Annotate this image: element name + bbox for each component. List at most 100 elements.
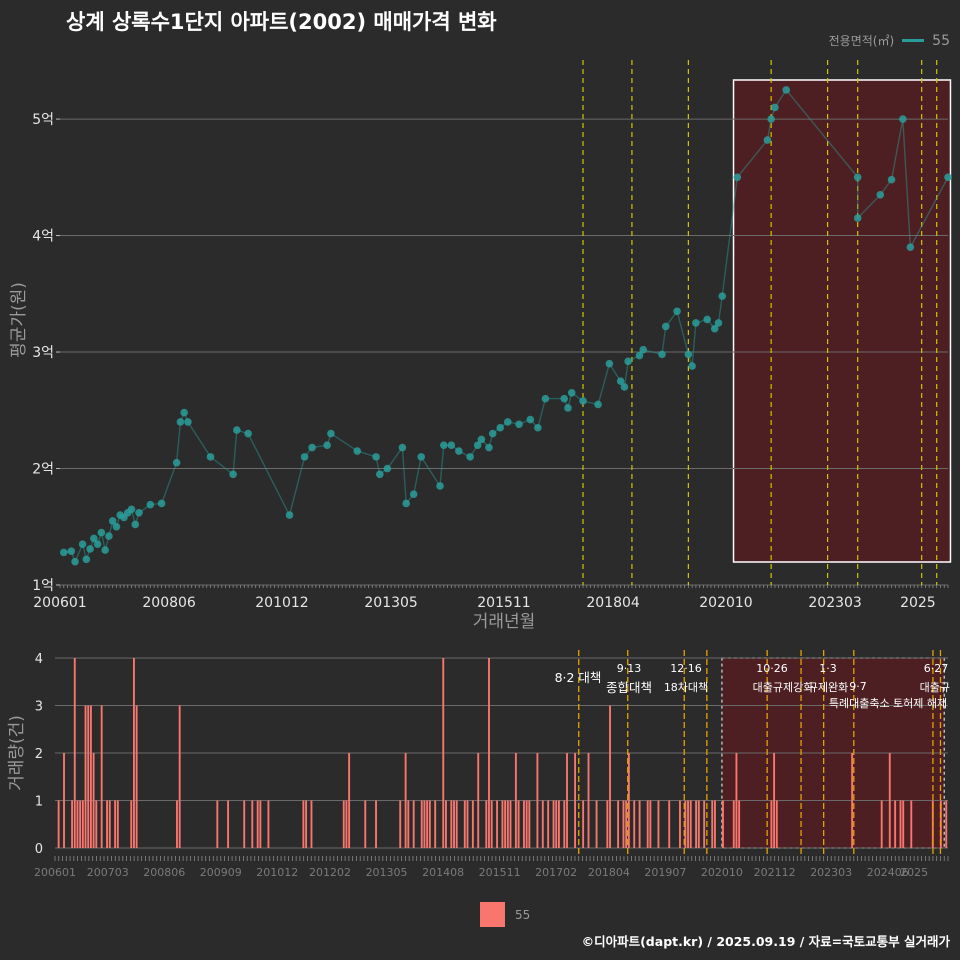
price-y-tick-label: 4억 xyxy=(32,229,54,245)
price-y-axis-label: 평균가(원) xyxy=(9,282,29,358)
price-point xyxy=(718,292,727,300)
price-point xyxy=(714,319,723,327)
volume-bar xyxy=(63,753,65,848)
price-point xyxy=(688,362,696,370)
price-x-tick-label: 201804 xyxy=(586,595,640,611)
volume-annotation: 종합대책 xyxy=(606,680,652,695)
volume-bar xyxy=(92,753,95,848)
volume-bar xyxy=(348,753,351,848)
price-point xyxy=(455,447,463,455)
price-point xyxy=(308,443,316,452)
price-point xyxy=(417,453,426,461)
volume-bar xyxy=(106,800,108,848)
price-point xyxy=(97,528,106,537)
volume-bar xyxy=(625,800,628,848)
volume-annotation: 대출규 xyxy=(920,681,950,694)
price-point xyxy=(853,173,862,182)
volume-x-minor-ticks xyxy=(54,856,949,861)
volume-bar xyxy=(455,800,458,848)
volume-bar xyxy=(259,800,262,848)
volume-bar xyxy=(910,800,913,848)
price-highlight-region xyxy=(732,79,952,563)
price-y-tick-label: 2억 xyxy=(32,462,54,478)
volume-bar xyxy=(606,800,609,848)
price-point xyxy=(605,359,614,368)
volume-x-tick-label: 202010 xyxy=(701,866,743,879)
volume-bar xyxy=(176,800,178,848)
volume-bar xyxy=(471,800,474,848)
volume-bar xyxy=(738,800,741,848)
price-point xyxy=(229,470,237,479)
volume-bar xyxy=(488,658,490,848)
volume-x-tick-label: 201202 xyxy=(309,866,351,879)
volume-annotation: 9·13 xyxy=(617,662,642,675)
volume-bar xyxy=(426,800,429,848)
volume-bar xyxy=(114,800,117,848)
price-point xyxy=(206,453,215,461)
volume-bar xyxy=(555,800,558,848)
volume-bar xyxy=(477,753,480,848)
price-point xyxy=(782,86,791,94)
price-point xyxy=(473,441,482,450)
price-point xyxy=(112,522,121,531)
volume-x-tick-label: 202112 xyxy=(754,866,796,879)
volume-bar xyxy=(557,800,560,848)
volume-bar xyxy=(501,800,504,848)
price-point xyxy=(86,545,94,553)
price-point xyxy=(180,408,188,417)
volume-bar xyxy=(574,753,577,848)
price-point xyxy=(488,429,497,438)
price-point xyxy=(127,505,136,514)
price-point xyxy=(71,557,79,566)
price-point xyxy=(567,389,576,397)
volume-bar xyxy=(536,753,539,848)
price-point xyxy=(78,540,87,549)
volume-bar xyxy=(399,800,402,848)
price-x-tick-label: 200601 xyxy=(33,595,86,611)
price-point xyxy=(906,243,915,251)
price-point xyxy=(383,464,392,473)
volume-bar xyxy=(490,800,493,848)
volume-x-tick-label: 2025 xyxy=(900,866,928,879)
price-point xyxy=(323,441,331,450)
volume-bar xyxy=(687,800,689,848)
chart-title: 상계 상록수1단지 아파트(2002) 매매가격 변화 xyxy=(66,10,497,34)
volume-annotation: 8·2 대책 xyxy=(555,670,602,685)
volume-bar xyxy=(617,800,620,848)
volume-bar xyxy=(79,800,82,848)
volume-annotation: 6·27 xyxy=(924,662,949,675)
volume-bar xyxy=(434,800,437,848)
volume-y-tick-label: 4 xyxy=(35,652,43,667)
price-point xyxy=(327,429,335,438)
price-point xyxy=(635,351,644,360)
volume-y-tick-label: 0 xyxy=(35,842,43,857)
volume-x-tick-label: 201305 xyxy=(366,866,408,879)
volume-bar xyxy=(773,753,776,848)
volume-x-tick-label: 201702 xyxy=(535,866,577,879)
volume-annotation: 9·7 xyxy=(849,680,867,693)
price-x-tick-label: 200806 xyxy=(142,595,196,611)
volume-bar xyxy=(563,800,566,848)
price-point xyxy=(703,315,711,324)
price-point xyxy=(466,453,474,461)
price-point xyxy=(146,500,155,509)
price-point xyxy=(564,404,572,412)
volume-bar xyxy=(697,800,700,848)
price-point xyxy=(733,173,742,182)
price-point xyxy=(616,377,625,385)
volume-bar xyxy=(552,800,555,848)
legend-bar-swatch xyxy=(480,902,505,927)
price-y-tick-label: 3억 xyxy=(32,345,54,361)
price-point xyxy=(176,418,185,426)
volume-bar xyxy=(302,800,305,848)
price-point xyxy=(560,394,569,403)
price-point xyxy=(409,490,418,498)
price-point xyxy=(90,534,98,543)
volume-bar xyxy=(442,658,445,848)
volume-bar xyxy=(902,800,905,848)
price-point xyxy=(402,499,410,508)
volume-bar xyxy=(547,800,550,848)
volume-x-tick-label: 201804 xyxy=(588,866,630,879)
price-point xyxy=(285,511,294,519)
